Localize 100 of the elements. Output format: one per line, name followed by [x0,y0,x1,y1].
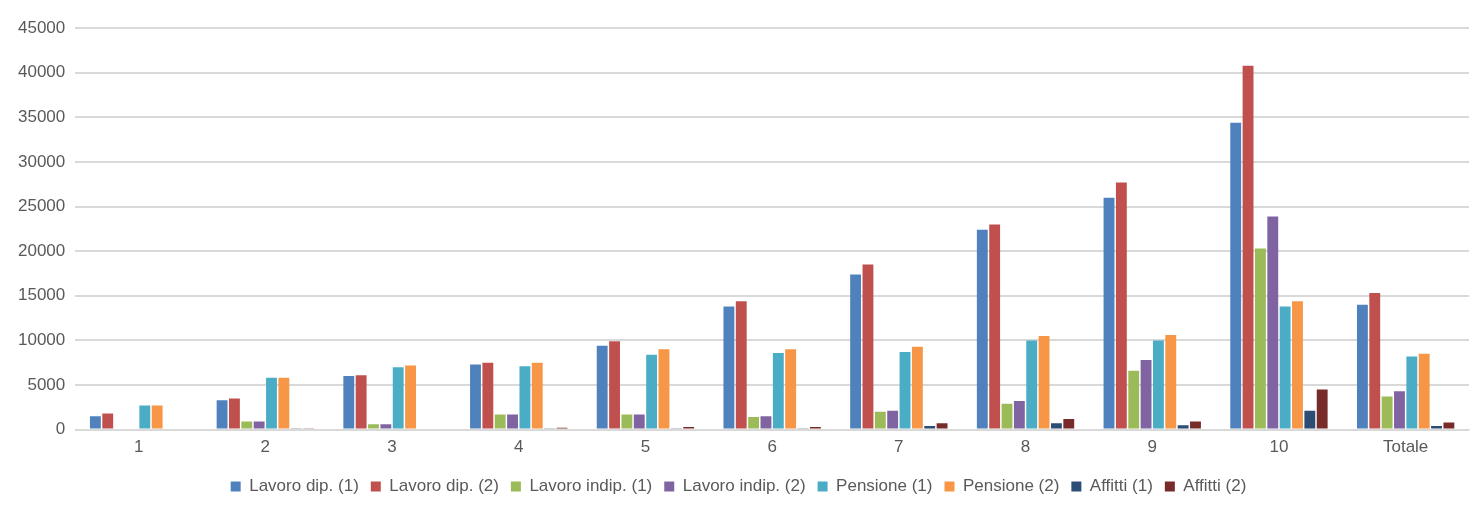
bar [1431,426,1442,429]
bar [785,349,797,429]
bar [658,349,670,429]
bar [1038,335,1050,429]
bar [989,224,1001,429]
x-tick-label: 3 [387,437,397,457]
y-tick-label: 35000 [17,107,66,127]
bar [519,366,531,429]
bar [1001,403,1013,429]
bar [1418,353,1430,429]
bar [1140,360,1152,429]
bar [936,423,948,429]
bar [1279,306,1291,429]
bar [887,410,899,429]
bar [609,341,620,429]
bar [507,414,518,429]
bar [1406,356,1418,429]
bar [976,229,988,429]
y-tick-label: 45000 [17,17,66,37]
y-tick-label: 25000 [17,196,66,216]
bar [355,375,367,429]
y-tick-label: 40000 [17,62,66,82]
bar [596,345,608,429]
bar [1026,340,1038,429]
bar [633,414,645,429]
bar [343,376,355,429]
y-tick-label: 15000 [17,285,66,305]
bar [216,400,228,429]
bar [735,301,747,429]
bar [850,274,862,429]
y-tick-label: 10000 [17,330,66,350]
bar [229,398,240,429]
bar [266,377,277,429]
bar [1115,182,1127,429]
bar [1443,422,1455,429]
bar [405,365,416,429]
bar [911,346,923,429]
bar [102,413,114,429]
legend-label: Pensione (1) [836,476,933,496]
bar [139,405,151,429]
bar [862,264,874,429]
legend-label: Affitti (2) [1183,476,1247,496]
bar [241,421,253,429]
bar [1267,216,1279,429]
bar [1304,410,1316,429]
bar [380,424,392,429]
bar [1063,418,1075,429]
bar [470,364,481,429]
bar [748,417,760,429]
bar [1128,370,1140,429]
bar [392,367,404,429]
legend-label: Lavoro dip. (1) [249,476,359,496]
bar [760,416,772,429]
bar [253,421,265,429]
x-tick-label: 7 [894,437,904,457]
bar [1013,401,1025,429]
bar [646,354,658,429]
bar [723,306,735,429]
y-tick-label: 30000 [17,151,66,171]
bar [621,414,633,429]
bar [1230,122,1242,429]
bar [1190,421,1201,429]
x-tick-label: 1 [133,437,144,457]
bar [278,377,290,429]
bar [1242,65,1254,429]
legend-label: Pensione (2) [962,476,1060,496]
bar [772,352,784,429]
bar [151,405,163,429]
y-tick-label: 20000 [17,240,66,260]
bar [494,414,506,429]
bar [924,426,936,429]
bar [368,424,379,429]
bar [1292,301,1303,429]
bar [1050,423,1062,429]
bar [1381,396,1393,429]
bar [874,411,886,429]
y-tick-label: 5000 [27,374,66,394]
bar [1254,248,1266,429]
bar [899,352,911,429]
x-tick-label: 8 [1020,437,1031,457]
x-tick-label: Totale [1382,437,1429,457]
x-tick-label: 2 [260,437,271,457]
bar [1165,335,1177,429]
bar [531,362,543,429]
bar [89,416,101,429]
legend-label: Lavoro indip. (1) [529,476,653,496]
bar [1152,340,1164,429]
bar [1394,391,1405,429]
bar [482,362,494,429]
bar [1356,304,1368,429]
x-tick-label: 10 [1269,437,1289,457]
bar [1103,197,1115,429]
legend-label: Lavoro indip. (2) [682,476,806,496]
y-tick-label: 0 [55,419,66,439]
bar [1316,389,1328,429]
x-tick-label: 4 [514,437,524,457]
legend-label: Lavoro dip. (2) [389,476,499,496]
x-tick-label: 6 [767,437,777,457]
x-tick-label: 9 [1147,437,1157,457]
bar [1177,425,1189,429]
